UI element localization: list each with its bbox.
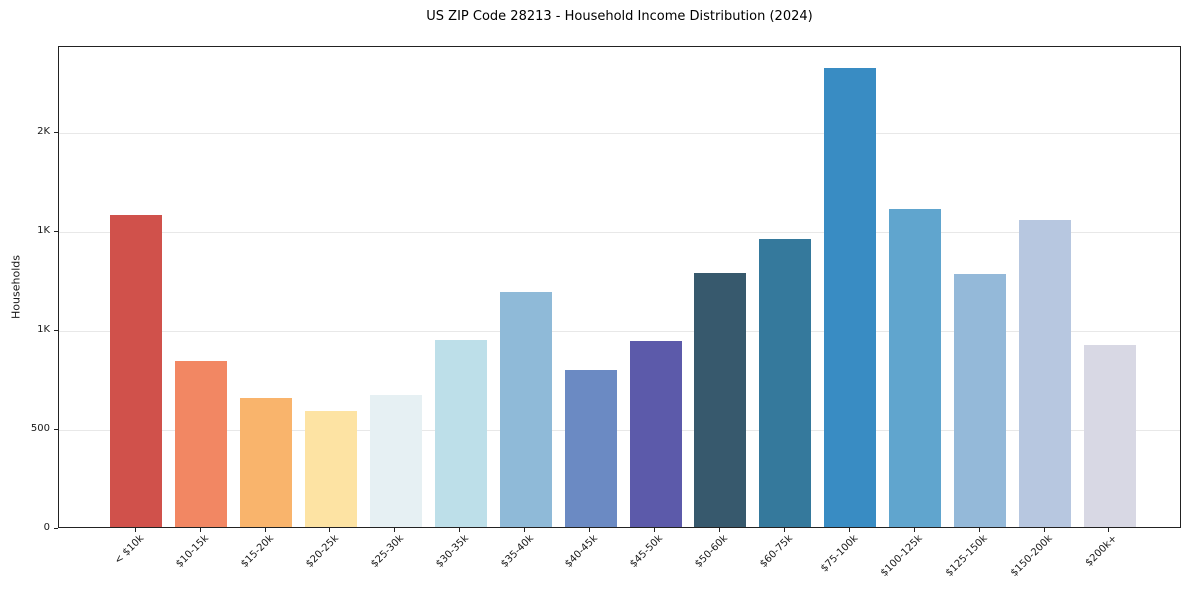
bar-10k xyxy=(110,215,163,527)
bar-15-20k xyxy=(240,398,293,527)
bar-20-25k xyxy=(304,411,357,527)
x-tick-label: $150-200k xyxy=(1008,533,1055,579)
x-tick-mark xyxy=(524,528,526,532)
x-tick-mark xyxy=(978,528,980,532)
gridline xyxy=(59,430,1180,432)
x-tick-label: $30-35k xyxy=(433,533,471,570)
x-tick-label: $100-125k xyxy=(879,533,925,579)
x-tick-label: $40-45k xyxy=(563,533,601,570)
x-tick-mark xyxy=(134,528,136,532)
x-tick-label: $15-20k xyxy=(238,533,276,570)
y-tick-mark xyxy=(54,132,58,134)
y-axis-label: Households xyxy=(9,255,23,319)
x-tick-label: $200k+ xyxy=(1083,533,1120,569)
gridline xyxy=(59,331,1180,333)
bar-60-75k xyxy=(759,239,812,527)
x-tick-label: $75-100k xyxy=(818,533,861,575)
chart-title: US ZIP Code 28213 - Household Income Dis… xyxy=(426,9,813,24)
x-tick-mark xyxy=(718,528,720,532)
y-tick-label: 1K xyxy=(37,225,50,237)
y-tick-mark xyxy=(54,429,58,431)
x-tick-mark xyxy=(589,528,591,532)
x-tick-label: $60-75k xyxy=(758,533,796,570)
x-tick-label: $125-150k xyxy=(943,533,990,579)
bar-40-45k xyxy=(564,369,617,527)
x-tick-label: $10-15k xyxy=(174,533,211,570)
x-tick-label: < $10k xyxy=(112,533,147,567)
y-tick-mark xyxy=(54,231,58,233)
bar-125-150k xyxy=(954,273,1007,527)
x-tick-mark xyxy=(783,528,785,532)
y-tick-label: 2K xyxy=(37,126,50,138)
bar-30-35k xyxy=(434,340,487,527)
bar-75-100k xyxy=(824,68,877,527)
y-tick-mark xyxy=(54,528,58,529)
x-tick-mark xyxy=(329,528,331,532)
bar-50-60k xyxy=(694,272,747,527)
bar-10-15k xyxy=(175,360,228,527)
bar-100-125k xyxy=(889,209,942,527)
x-tick-mark xyxy=(264,528,266,532)
x-tick-label: $50-60k xyxy=(693,533,731,570)
gridline xyxy=(59,133,1180,135)
y-tick-label: 1K xyxy=(37,324,50,336)
bar-35-40k xyxy=(499,291,552,527)
x-tick-label: $35-40k xyxy=(498,533,536,570)
x-tick-mark xyxy=(459,528,461,532)
y-tick-mark xyxy=(54,330,58,332)
x-tick-mark xyxy=(199,528,201,532)
x-tick-mark xyxy=(913,528,915,532)
x-tick-label: $45-50k xyxy=(628,533,666,570)
x-tick-mark xyxy=(394,528,396,532)
y-tick-label: 0 xyxy=(43,522,50,533)
x-tick-mark xyxy=(654,528,656,532)
x-tick-mark xyxy=(1108,528,1110,532)
bar-45-50k xyxy=(629,341,682,527)
plot-area xyxy=(58,46,1181,528)
x-tick-label: $25-30k xyxy=(368,533,406,570)
x-tick-mark xyxy=(848,528,850,532)
x-tick-label: $20-25k xyxy=(303,533,341,570)
x-tick-mark xyxy=(1043,528,1045,532)
y-tick-label: 500 xyxy=(30,423,50,435)
bar-150-200k xyxy=(1019,220,1072,527)
gridline xyxy=(59,232,1180,234)
bar-25-30k xyxy=(369,395,422,527)
bar-200k xyxy=(1083,345,1136,527)
